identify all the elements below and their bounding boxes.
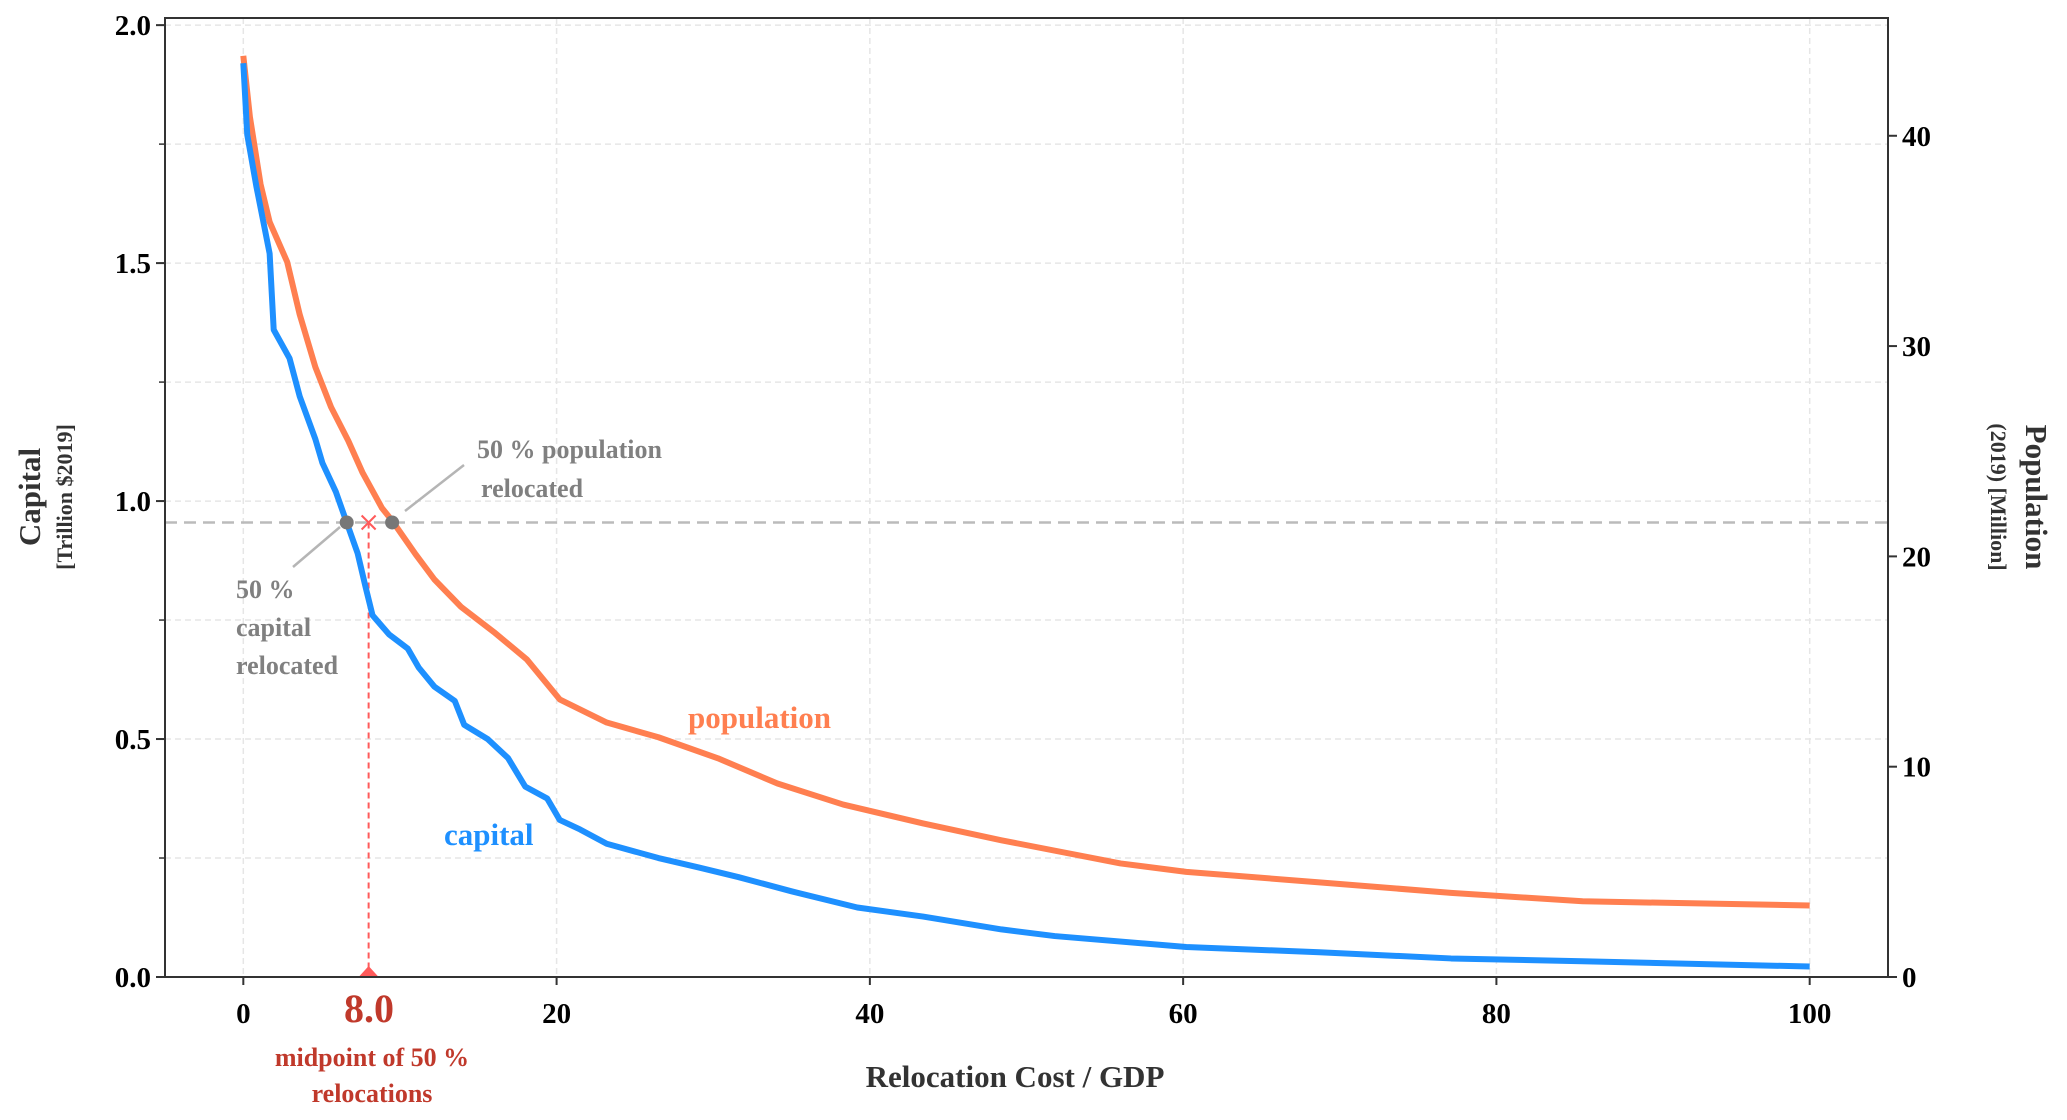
grid: [165, 18, 1888, 977]
right-y-tick-label: 20: [1902, 541, 1931, 573]
x-tick-label: 100: [1788, 998, 1832, 1030]
x-tick-label: 60: [1169, 998, 1198, 1030]
capital-leader-line: [292, 526, 341, 568]
capital-line: [240, 63, 1810, 970]
left-axis-subtitle: [Trillion $2019]: [52, 424, 77, 570]
ticks: 0 20 40 60 80 100 0.0 0.5 1.0 1.5 2.0 0 10 20 30 40: [115, 10, 1931, 1030]
population-half-label-1: 50 % population: [477, 435, 662, 464]
right-y-tick-label: 0: [1902, 962, 1917, 994]
midpoint-text-1: midpoint of 50 %: [275, 1043, 469, 1072]
capital-series-label: capital: [444, 817, 534, 852]
capital-half-label-1: 50 %: [236, 575, 295, 604]
x-tick-label: 40: [855, 998, 884, 1030]
left-y-tick-label: 2.0: [115, 10, 151, 42]
right-y-tick-label: 30: [1902, 331, 1931, 363]
x-tick-label: 80: [1482, 998, 1511, 1030]
right-axis-subtitle: (2019) [Million]: [1986, 423, 2011, 570]
midpoint-triangle-marker: [358, 966, 379, 977]
x-tick-label: 20: [542, 998, 571, 1030]
right-y-tick-label: 40: [1902, 121, 1931, 153]
population-leader-line: [404, 464, 465, 512]
capital-half-label-3: relocated: [236, 651, 339, 680]
population-series-label: population: [688, 700, 831, 735]
population-half-label-2: relocated: [481, 474, 584, 503]
midpoint-x-marker: [360, 514, 377, 531]
capital-half-marker: [339, 515, 354, 530]
left-y-tick-label: 1.5: [115, 248, 151, 280]
population-line: [240, 55, 1810, 909]
x-axis-label: Relocation Cost / GDP: [866, 1059, 1165, 1094]
midpoint-text-2: relocations: [312, 1079, 433, 1108]
x-mark-stroke: [360, 514, 377, 531]
midpoint-value: 8.0: [344, 986, 394, 1031]
left-axis-title: Capital: [12, 448, 47, 547]
x-tick-label: 0: [236, 998, 251, 1030]
left-y-tick-label: 0.0: [115, 962, 151, 994]
left-y-tick-label: 0.5: [115, 724, 151, 756]
right-y-tick-label: 10: [1902, 752, 1931, 784]
capital-half-label-2: capital: [236, 613, 311, 642]
plot-frame: [164, 17, 1889, 978]
left-y-tick-label: 1.0: [115, 486, 151, 518]
right-axis-title: Population: [2019, 425, 2054, 570]
population-half-marker: [385, 515, 400, 530]
